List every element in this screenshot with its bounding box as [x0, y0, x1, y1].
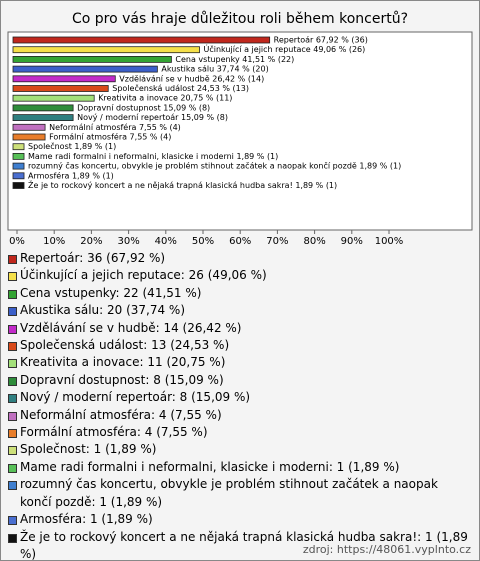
bar	[12, 56, 172, 63]
legend-label: Vzdělávání se v hudbě: 14 (26,42 %)	[20, 320, 242, 335]
x-tick-label: 10%	[43, 236, 65, 247]
legend-label: Armosféra: 1 (1,89 %)	[20, 512, 153, 527]
legend-item: Neformální atmosféra: 4 (7,55 %)	[7, 407, 469, 424]
legend-label: Společenská událost: 13 (24,53 %)	[20, 338, 230, 353]
source: zdroj: https://48061.vyplnto.cz	[302, 543, 471, 556]
legend-swatch	[8, 272, 17, 282]
legend-item: rozumný čas koncertu, obvykle je problém…	[7, 476, 469, 511]
bar-label: Společnost 1,89 % (1)	[28, 141, 116, 151]
legend-item: Účinkující a jejich reputace: 26 (49,06 …	[7, 267, 469, 284]
legend-swatch	[8, 429, 17, 439]
bar	[12, 172, 25, 180]
x-tick-label: 100%	[375, 236, 404, 247]
legend-label: Neformální atmosféra: 4 (7,55 %)	[20, 407, 222, 422]
legend-swatch	[8, 342, 17, 352]
legend-swatch	[8, 411, 17, 421]
chart: Co pro vás hraje důležitou roli během ko…	[7, 11, 473, 247]
legend-label: Že je to rockový koncert a ne nějaká tra…	[20, 529, 468, 561]
legend-item: Společenská událost: 13 (24,53 %)	[7, 337, 469, 354]
legend-label: Společnost: 1 (1,89 %)	[20, 442, 157, 457]
bar-label: Dopravní dostupnost 15,09 % (8)	[77, 103, 210, 112]
legend-label: Mame radi formalni i neformalni, klasick…	[20, 459, 400, 474]
x-tick-label: 60%	[229, 236, 251, 247]
bar-label: Kreativita a inovace 20,75 % (11)	[98, 94, 232, 103]
bar-label: Formální atmosféra 7,55 % (4)	[49, 132, 171, 142]
bar	[12, 114, 74, 121]
legend-swatch	[8, 376, 17, 386]
bar-label: Repertoár 67,92 % (36)	[274, 36, 368, 45]
legend-item: Akustika sálu: 20 (37,74 %)	[7, 302, 469, 319]
legend-swatch	[8, 446, 17, 456]
bar-label: Vzdělávání se v hudbě 26,42 % (14)	[119, 74, 264, 83]
legend-label: Účinkující a jejich reputace: 26 (49,06 …	[20, 268, 267, 283]
legend-item: Kreativita a inovace: 11 (20,75 %)	[7, 354, 469, 371]
legend-swatch	[8, 481, 17, 491]
bar	[12, 36, 271, 44]
bar-label: Že je to rockový koncert a ne nějaká tra…	[28, 179, 337, 190]
x-tick-label: 20%	[80, 236, 102, 247]
x-tick-label: 70%	[266, 236, 288, 247]
legend-swatch	[8, 255, 17, 264]
x-tick-label: 90%	[341, 236, 363, 247]
legend-label: Repertoár: 36 (67,92 %)	[20, 251, 166, 265]
plot-frame	[7, 31, 473, 231]
chart-title: Co pro vás hraje důležitou roli během ko…	[72, 11, 408, 27]
x-tick-label: 80%	[303, 236, 325, 247]
legend-label: Formální atmosféra: 4 (7,55 %)	[20, 425, 208, 440]
legend-swatch	[8, 324, 17, 334]
x-tick-label: 30%	[117, 236, 139, 247]
bar-label: Nový / moderní repertoár 15,09 % (8)	[77, 113, 228, 122]
legend-swatch	[8, 463, 17, 473]
bar	[12, 123, 46, 131]
bar-label: rozumný čas koncertu, obvykle je problém…	[28, 161, 401, 171]
bar	[12, 65, 158, 73]
legend-label: Dopravní dostupnost: 8 (15,09 %)	[20, 372, 224, 387]
legend-swatch	[8, 394, 17, 404]
bar	[12, 152, 25, 160]
bar	[12, 104, 74, 112]
legend-item: Vzdělávání se v hudbě: 14 (26,42 %)	[7, 320, 469, 337]
bar	[12, 143, 25, 151]
bar-label: Účinkující a jejich reputace 49,06 % (26…	[204, 43, 366, 54]
legend-label: Kreativita a inovace: 11 (20,75 %)	[20, 355, 226, 370]
bar	[12, 46, 200, 54]
legend-swatch	[8, 307, 17, 317]
bar-label: Společenská událost 24,53 % (13)	[112, 83, 249, 93]
legend-item: Nový / moderní repertoár: 8 (15,09 %)	[7, 389, 469, 406]
legend-label: Cena vstupenky: 22 (41,51 %)	[20, 285, 202, 300]
legend-swatch	[8, 516, 17, 526]
bar-label: Mame radi formalni i neformalni, klasick…	[28, 152, 278, 161]
legend-item: Dopravní dostupnost: 8 (15,09 %)	[7, 372, 469, 389]
legend-item: Cena vstupenky: 22 (41,51 %)	[7, 285, 469, 302]
legend-swatch	[8, 533, 17, 543]
legend-label: Akustika sálu: 20 (37,74 %)	[20, 303, 186, 318]
bar-label: Akustika sálu 37,74 % (20)	[161, 65, 268, 74]
legend-swatch	[8, 359, 17, 369]
legend-item: Repertoár: 36 (67,92 %)	[7, 250, 469, 267]
bar	[12, 182, 25, 189]
legend-item: Že je to rockový koncert a ne nějaká tra…	[7, 529, 469, 561]
bar	[12, 133, 46, 141]
bar-label: Armosféra 1,89 % (1)	[28, 170, 114, 180]
legend-item: Mame radi formalni i neformalni, klasick…	[7, 459, 469, 476]
bar	[12, 162, 25, 170]
legend-item: Společnost: 1 (1,89 %)	[7, 441, 469, 458]
legend-item: Armosféra: 1 (1,89 %)	[7, 511, 469, 528]
legend-item: Formální atmosféra: 4 (7,55 %)	[7, 424, 469, 441]
x-tick-label: 0%	[9, 236, 25, 247]
x-tick-label: 40%	[155, 236, 177, 247]
bar-label: Neformální atmosféra 7,55 % (4)	[49, 122, 181, 132]
bar	[12, 85, 109, 92]
legend: Repertoár: 36 (67,92 %) Účinkující a jeji…	[7, 250, 469, 561]
legend-label: Nový / moderní repertoár: 8 (15,09 %)	[20, 390, 251, 405]
bar	[12, 94, 95, 102]
legend-label: rozumný čas koncertu, obvykle je problém…	[20, 477, 438, 509]
bar	[12, 75, 116, 83]
legend-swatch	[8, 289, 17, 299]
x-tick-label: 50%	[192, 236, 214, 247]
bar-label: Cena vstupenky 41,51 % (22)	[175, 55, 294, 64]
